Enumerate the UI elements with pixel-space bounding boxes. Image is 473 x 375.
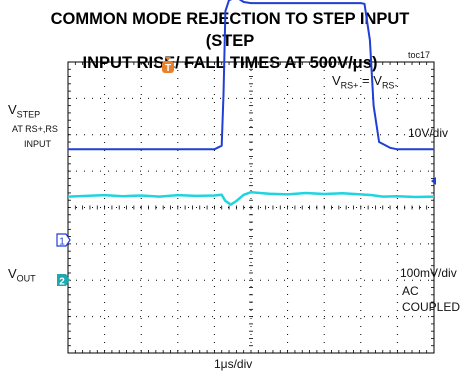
ch2-coupling-line2: COUPLED — [402, 300, 461, 314]
traces — [67, 0, 435, 206]
ch1-scale-label: 10V/div — [408, 126, 449, 140]
vout-v: V — [8, 266, 17, 281]
chart-title-line-2: INPUT RISE/ FALL TIMES AT 500V/μs) — [82, 54, 378, 72]
ch2-marker-label: 2 — [59, 277, 65, 288]
vrs-plus-sub: RS+ — [340, 80, 359, 91]
vout-label: VOUT — [8, 266, 36, 284]
trigger-marker: T — [162, 57, 174, 74]
vstep-v: V — [8, 102, 17, 117]
trigger-marker-label: T — [165, 63, 171, 74]
vstep-line2: AT RS+,RS — [12, 124, 58, 134]
vrs-formula: VRS+ = VRS- — [332, 73, 397, 91]
vrs-plus-v: V — [332, 73, 341, 88]
chart-title-line-1: COMMON MODE REJECTION TO STEP INPUT (STE… — [50, 10, 410, 50]
trace-vout — [67, 190, 435, 206]
vrs-minus-sub: RS- — [381, 80, 398, 91]
ch1-offset-arrow-icon — [431, 177, 436, 185]
toc-label: toc17 — [408, 50, 431, 60]
vstep-line3: INPUT — [24, 139, 51, 149]
ch1-ground-marker: 1 — [56, 233, 71, 248]
ch2-coupling-line1: AC — [402, 284, 419, 298]
vstep-sub: STEP — [16, 109, 41, 120]
trace-vstep — [68, 0, 434, 151]
chart-title: COMMON MODE REJECTION TO STEP INPUT (STE… — [40, 8, 420, 74]
ch2-ground-marker: 2 — [57, 274, 70, 288]
time-scale-label: 1μs/div — [214, 357, 253, 371]
vstep-label: VSTEP — [8, 102, 40, 120]
ch2-scale-label: 100mV/div — [400, 266, 457, 280]
vrs-equals: = — [358, 73, 374, 88]
vrs-minus-v: V — [373, 73, 382, 88]
grid — [67, 61, 435, 354]
ch1-marker-label: 1 — [59, 237, 65, 248]
vout-sub: OUT — [16, 273, 36, 284]
